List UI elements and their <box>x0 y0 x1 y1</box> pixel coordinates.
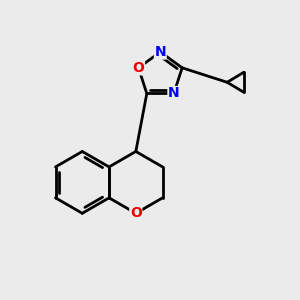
Text: N: N <box>168 86 180 100</box>
Text: N: N <box>154 45 166 59</box>
Text: O: O <box>133 61 144 75</box>
Text: O: O <box>130 206 142 220</box>
